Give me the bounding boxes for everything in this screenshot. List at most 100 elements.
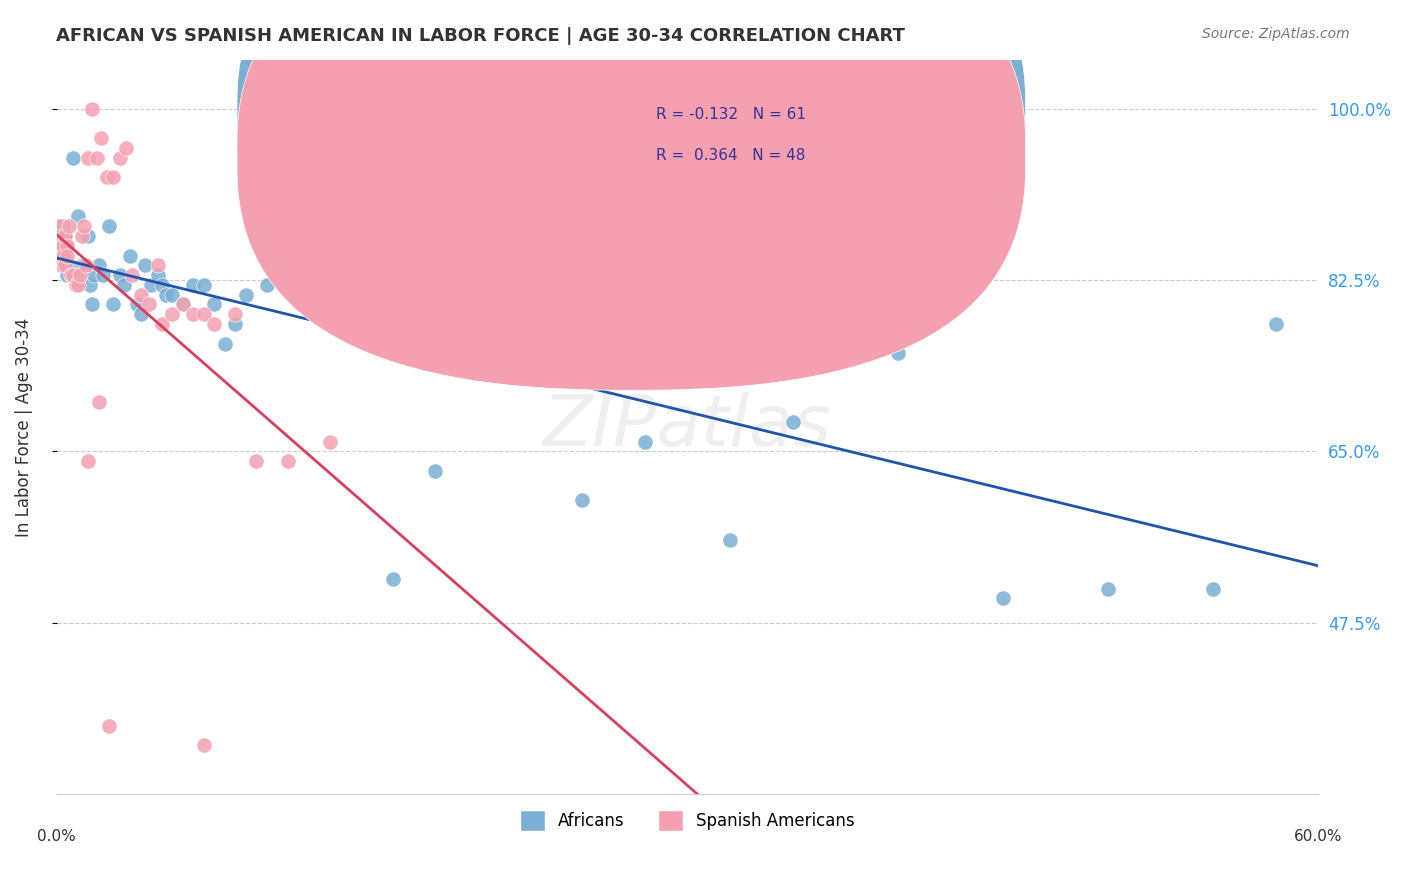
Point xyxy=(162,287,184,301)
Point xyxy=(62,151,84,165)
Point xyxy=(782,415,804,429)
Point xyxy=(202,297,225,311)
Point xyxy=(48,238,70,252)
Point xyxy=(53,258,76,272)
Point xyxy=(141,277,163,292)
Text: R =  0.364   N = 48: R = 0.364 N = 48 xyxy=(657,147,806,162)
Point xyxy=(66,210,89,224)
Point xyxy=(155,287,177,301)
Point xyxy=(224,307,246,321)
Point xyxy=(49,228,72,243)
Point xyxy=(77,228,100,243)
FancyBboxPatch shape xyxy=(593,82,946,185)
Point xyxy=(49,258,72,272)
Point xyxy=(52,248,75,262)
Point xyxy=(58,219,80,234)
Point xyxy=(56,238,79,252)
Point xyxy=(83,268,105,282)
Point xyxy=(134,258,156,272)
Point xyxy=(73,219,96,234)
Point xyxy=(77,151,100,165)
Point xyxy=(235,287,257,301)
Point xyxy=(115,141,138,155)
Point xyxy=(70,228,93,243)
Point xyxy=(48,228,70,243)
Point xyxy=(49,228,72,243)
Point xyxy=(62,268,84,282)
Point xyxy=(1202,582,1225,596)
Point xyxy=(87,258,110,272)
Point xyxy=(86,151,108,165)
Point xyxy=(56,268,79,282)
Point xyxy=(56,238,79,252)
Point xyxy=(224,317,246,331)
Point xyxy=(193,277,215,292)
Point xyxy=(90,131,112,145)
Point xyxy=(508,277,530,292)
Point xyxy=(98,219,121,234)
Point xyxy=(45,248,67,262)
Point xyxy=(69,268,91,282)
Point xyxy=(465,190,488,204)
Point xyxy=(571,493,593,508)
Point xyxy=(87,395,110,409)
Point xyxy=(256,277,278,292)
Point xyxy=(886,346,908,360)
Point xyxy=(193,307,215,321)
Point xyxy=(382,572,405,586)
Point xyxy=(75,258,97,272)
Point xyxy=(70,258,93,272)
Text: Source: ZipAtlas.com: Source: ZipAtlas.com xyxy=(1202,27,1350,41)
Point xyxy=(1097,582,1119,596)
Point xyxy=(150,317,173,331)
Point xyxy=(49,248,72,262)
Point xyxy=(108,151,131,165)
Text: 0.0%: 0.0% xyxy=(37,829,76,844)
Point xyxy=(121,268,143,282)
Point xyxy=(634,434,657,449)
Point xyxy=(82,297,104,311)
Point xyxy=(129,287,152,301)
Point xyxy=(103,297,125,311)
Point xyxy=(56,248,79,262)
Point xyxy=(91,268,114,282)
Point xyxy=(202,317,225,331)
Point xyxy=(108,268,131,282)
Point xyxy=(45,238,67,252)
Point xyxy=(53,228,76,243)
Point xyxy=(103,170,125,185)
Point xyxy=(52,238,75,252)
Point xyxy=(96,170,118,185)
Point xyxy=(58,258,80,272)
Point xyxy=(65,277,87,292)
Point xyxy=(53,258,76,272)
Point xyxy=(298,268,321,282)
Point xyxy=(120,248,142,262)
Point xyxy=(79,277,101,292)
Point xyxy=(245,454,267,468)
Point xyxy=(319,277,342,292)
FancyBboxPatch shape xyxy=(238,0,1025,350)
Point xyxy=(53,228,76,243)
Point xyxy=(60,268,83,282)
Point xyxy=(77,454,100,468)
Point xyxy=(112,277,135,292)
Text: 60.0%: 60.0% xyxy=(1294,829,1343,844)
Point xyxy=(65,268,87,282)
Text: AFRICAN VS SPANISH AMERICAN IN LABOR FORCE | AGE 30-34 CORRELATION CHART: AFRICAN VS SPANISH AMERICAN IN LABOR FOR… xyxy=(56,27,905,45)
FancyBboxPatch shape xyxy=(238,0,1025,390)
Point xyxy=(718,533,741,547)
Point xyxy=(181,307,204,321)
Point xyxy=(181,277,204,292)
Text: R = -0.132   N = 61: R = -0.132 N = 61 xyxy=(657,107,806,122)
Point xyxy=(98,719,121,733)
Point xyxy=(361,297,384,311)
Point xyxy=(277,454,299,468)
Point xyxy=(138,297,160,311)
Point xyxy=(423,464,446,478)
Point xyxy=(73,258,96,272)
Point xyxy=(49,238,72,252)
Point xyxy=(125,297,148,311)
Point xyxy=(60,268,83,282)
Point xyxy=(1265,317,1288,331)
